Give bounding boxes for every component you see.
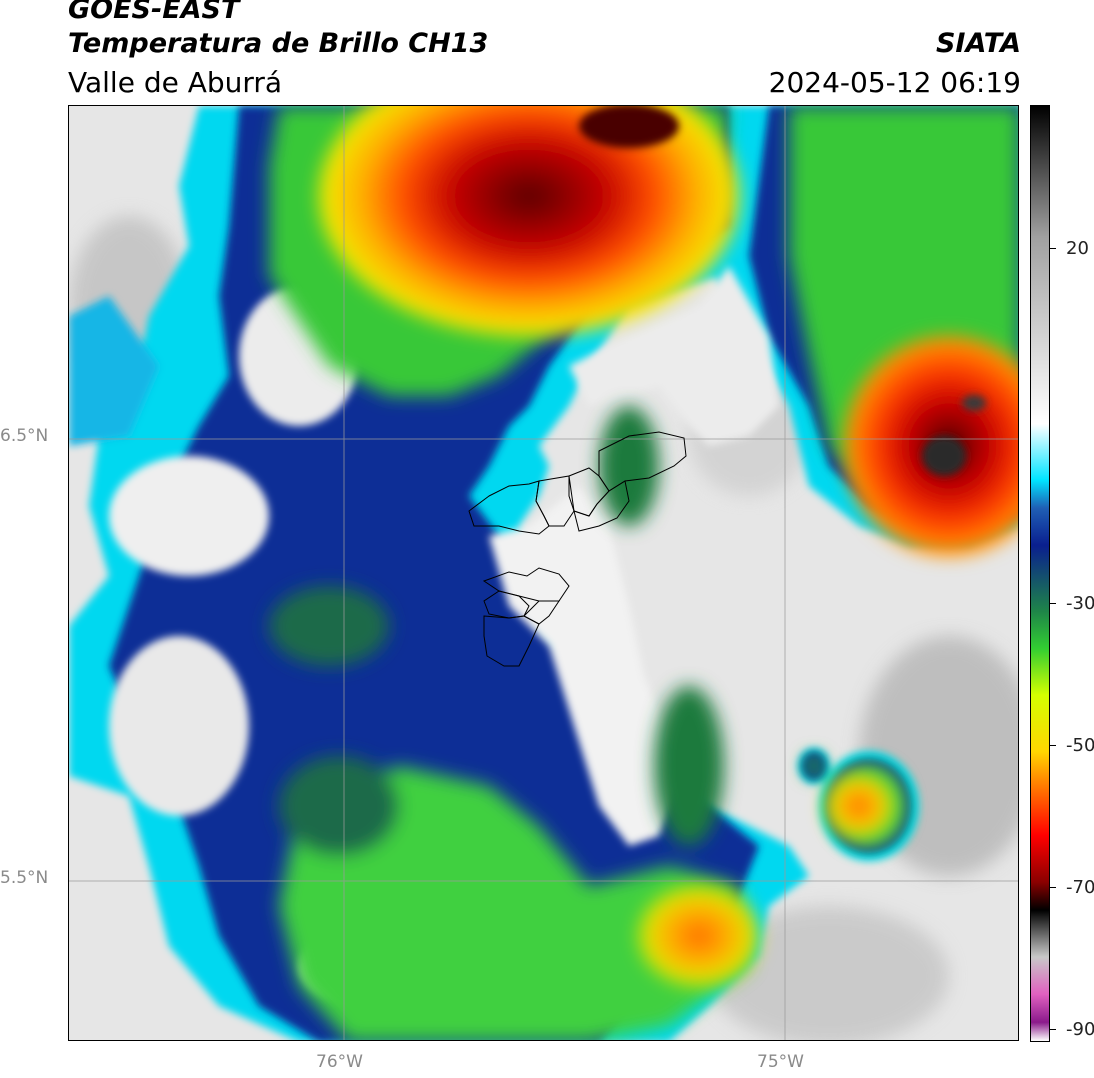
satellite-title: GOES-EAST [68,0,240,25]
colorbar-label-minus-50: -50 [1066,735,1094,756]
lon-label-76: 76°W [316,1052,363,1072]
brightness-temperature-map [68,105,1019,1041]
colorbar [1030,105,1050,1042]
lat-label-6-5: 6.5°N [0,426,49,446]
organization-label: SIATA [935,28,1021,59]
municipal-boundaries [468,431,687,667]
lon-label-75: 75°W [757,1052,804,1072]
colorbar-label-minus-90: -90 [1066,1019,1094,1040]
colorbar-label-minus-70: -70 [1066,877,1094,898]
colorbar-label-minus-30: -30 [1066,593,1094,614]
region-label: Valle de Aburrá [68,66,283,99]
colorbar-tick [1050,248,1056,249]
colorbar-tick [1050,1029,1056,1030]
colorbar-tick [1050,603,1056,604]
graticule [69,106,1018,1040]
datetime-label: 2024-05-12 06:19 [768,66,1021,99]
colorbar-tick [1050,745,1056,746]
product-title: Temperatura de Brillo CH13 [68,28,489,59]
colorbar-label-20: 20 [1066,238,1089,259]
lat-label-5-5: 5.5°N [0,868,49,888]
map-canvas [69,106,1018,1040]
colorbar-tick [1050,887,1056,888]
